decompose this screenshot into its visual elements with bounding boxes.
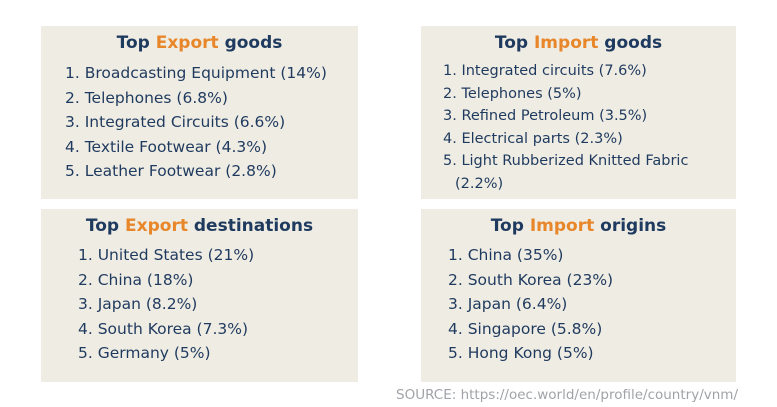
import-goods-list: 1. Integrated circuits (7.6%) 2. Telepho… xyxy=(443,60,688,195)
list-item: 5. Hong Kong (5%) xyxy=(448,344,594,362)
import-origins-panel: Top Import origins 1. China (35%) 2. Sou… xyxy=(421,209,736,382)
import-goods-title: Top Import goods xyxy=(494,33,663,53)
export-accent-word: Export xyxy=(155,33,219,53)
list-item: 1. United States (21%) xyxy=(78,246,255,264)
list-item: 5. Germany (5%) xyxy=(78,344,211,362)
list-item: 4. South Korea (7.3%) xyxy=(78,319,249,338)
list-item: 3. Japan (6.4%) xyxy=(448,295,568,313)
list-item: 4. Singapore (5.8%) xyxy=(448,319,603,338)
list-item: 3. Refined Petroleum (3.5%) xyxy=(443,108,648,124)
export-accent-word: Export xyxy=(125,216,188,236)
import-accent-word: Import xyxy=(529,216,595,236)
list-item: 2. Telephones (6.8%) xyxy=(65,88,228,107)
list-item: 5. Leather Footwear (2.8%) xyxy=(65,162,277,180)
export-destinations-title: Top Export destinations xyxy=(85,216,314,236)
export-goods-list: 1. Broadcasting Equipment (14%) 2. Telep… xyxy=(65,61,327,184)
list-item: 4. Electrical parts (2.3%) xyxy=(443,130,623,147)
import-origins-title: Top Import origins xyxy=(490,216,667,236)
import-accent-word: Import xyxy=(533,33,599,53)
list-item: 1. Broadcasting Equipment (14%) xyxy=(65,64,327,82)
source-caption: SOURCE: https://oec.world/en/profile/cou… xyxy=(396,387,738,403)
list-item-continuation: (2.2%) xyxy=(455,175,504,192)
export-goods-title: Top Export goods xyxy=(116,33,283,53)
list-item: 1. Integrated circuits (7.6%) xyxy=(443,63,647,79)
list-item: 2. Telephones (5%) xyxy=(443,85,582,102)
list-item: 3. Japan (8.2%) xyxy=(78,295,198,313)
export-destinations-panel: Top Export destinations 1. United States… xyxy=(41,209,358,382)
export-goods-panel: Top Export goods 1. Broadcasting Equipme… xyxy=(41,26,358,199)
import-origins-list: 1. China (35%) 2. South Korea (23%) 3. J… xyxy=(448,243,613,366)
list-item: 5. Light Rubberized Knitted Fabric xyxy=(443,153,689,169)
export-destinations-list: 1. United States (21%) 2. China (18%) 3.… xyxy=(78,243,254,366)
list-item: 2. South Korea (23%) xyxy=(448,270,614,289)
list-item: 2. China (18%) xyxy=(78,270,194,289)
list-item: 4. Textile Footwear (4.3%) xyxy=(65,137,268,156)
import-goods-panel: Top Import goods 1. Integrated circuits … xyxy=(421,26,736,199)
list-item: 1. China (35%) xyxy=(448,246,564,264)
list-item: 3. Integrated Circuits (6.6%) xyxy=(65,113,286,131)
